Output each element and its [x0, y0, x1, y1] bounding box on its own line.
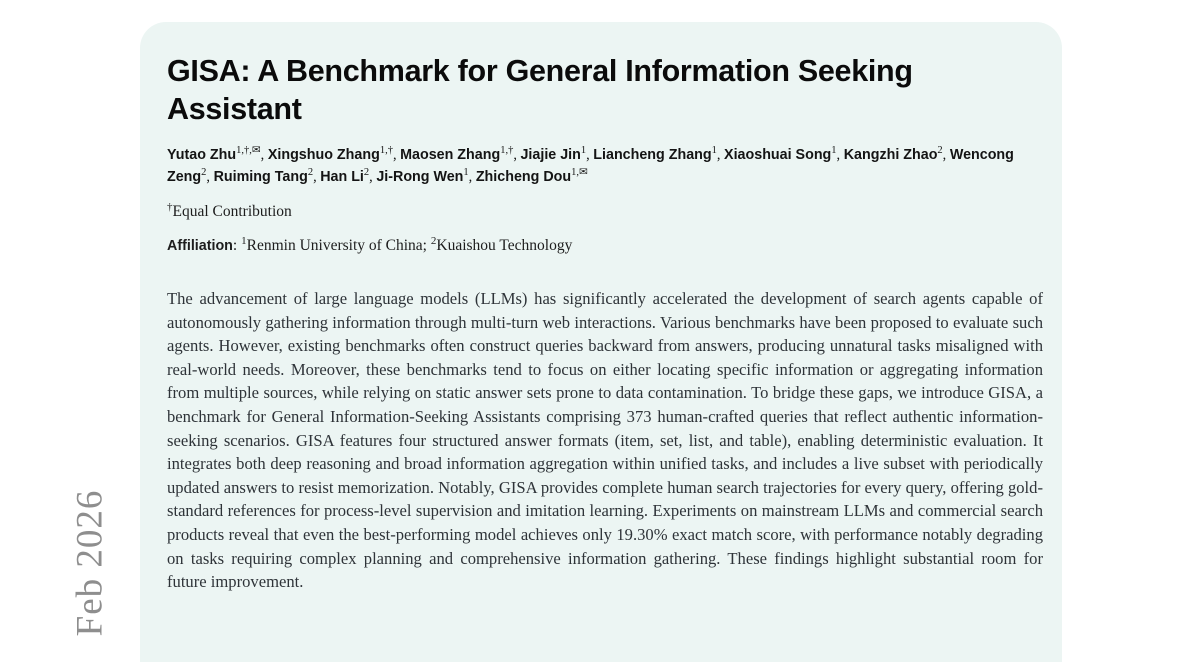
author-separator: ,: [369, 169, 377, 185]
author-affiliation-marker: 2: [363, 167, 370, 179]
arxiv-vertical-stamp: cs.CL] 13 Feb 2026: [0, 0, 111, 648]
author-affiliation-marker: 1,†: [379, 145, 393, 157]
author-separator: ,: [313, 169, 321, 185]
author-entry: Jiajie Jin1: [520, 145, 587, 163]
author-name: Maosen Zhang: [400, 147, 501, 163]
author-separator: ,: [513, 147, 521, 163]
author-entry: Yutao Zhu1,†,✉: [167, 145, 261, 163]
author-list: Yutao Zhu1,†,✉, Xingshuo Zhang1,†, Maose…: [167, 144, 1042, 188]
author-affiliation-marker: 1: [831, 145, 837, 157]
author-affiliation-marker: 2: [937, 145, 943, 157]
author-entry: Han Li2: [320, 167, 370, 185]
author-separator: ,: [206, 169, 214, 185]
author-separator: ,: [468, 169, 476, 185]
author-separator: ,: [586, 147, 594, 163]
author-name: Yutao Zhu: [167, 147, 237, 163]
equal-contribution-note: †Equal Contribution: [167, 201, 1042, 223]
author-name: Kangzhi Zhao: [843, 147, 938, 163]
author-entry: Xiaoshuai Song1: [724, 145, 837, 163]
author-name: Jiajie Jin: [520, 147, 581, 163]
author-affiliation-marker: 1: [463, 167, 469, 179]
author-name: Xiaoshuai Song: [724, 147, 832, 163]
abstract-text: The advancement of large language models…: [167, 289, 1043, 592]
author-name: Zhicheng Dou: [475, 169, 572, 185]
author-name: Wencong Zeng: [167, 147, 1014, 185]
author-entry: Ruiming Tang2: [213, 167, 314, 185]
author-entry: Wencong Zeng2: [167, 147, 1014, 185]
author-separator: ,: [392, 147, 401, 163]
author-affiliation-marker: 1,†,✉: [236, 145, 261, 157]
author-separator: ,: [716, 147, 725, 163]
affiliation-2-text: Kuaishou Technology: [436, 237, 573, 254]
equal-contribution-marker: †: [167, 200, 173, 213]
author-entry: Ji-Rong Wen1: [376, 167, 469, 185]
author-entry: Zhicheng Dou1,✉: [475, 167, 588, 185]
affiliation-1-text: Renmin University of China;: [246, 237, 431, 254]
affiliation-note: Affiliation: 1Renmin University of China…: [167, 235, 1042, 257]
affiliation-separator: :: [232, 237, 242, 254]
author-affiliation-marker: 1,†: [500, 145, 514, 157]
author-separator: ,: [260, 147, 268, 163]
affiliation-2-marker: 2: [430, 234, 437, 247]
author-entry: Xingshuo Zhang1,†: [267, 145, 393, 163]
page-title: GISA: A Benchmark for General Informatio…: [167, 54, 913, 126]
author-affiliation-marker: 2: [201, 167, 207, 179]
author-name: Xingshuo Zhang: [267, 147, 380, 163]
author-entry: Liancheng Zhang1: [593, 145, 717, 163]
author-separator: ,: [836, 147, 844, 163]
author-affiliation-marker: 2: [307, 167, 314, 179]
affiliation-label: Affiliation: [167, 238, 233, 254]
paper-card: GISA: A Benchmark for General Informatio…: [140, 22, 1062, 662]
equal-contribution-text: Equal Contribution: [172, 203, 292, 220]
author-affiliation-marker: 1: [711, 145, 717, 157]
author-affiliation-marker: 1: [580, 145, 587, 157]
author-affiliation-marker: 1,✉: [571, 167, 588, 179]
author-name: Liancheng Zhang: [593, 147, 712, 163]
author-entry: Maosen Zhang1,†: [400, 145, 514, 163]
affiliation-1-marker: 1: [241, 234, 247, 247]
author-entry: Kangzhi Zhao2: [843, 145, 943, 163]
author-separator: ,: [942, 147, 950, 163]
author-name: Ji-Rong Wen: [376, 169, 464, 185]
arxiv-stamp-text: cs.CL] 13 Feb 2026: [69, 489, 111, 648]
author-name: Ruiming Tang: [213, 169, 308, 185]
author-name: Han Li: [320, 169, 364, 185]
